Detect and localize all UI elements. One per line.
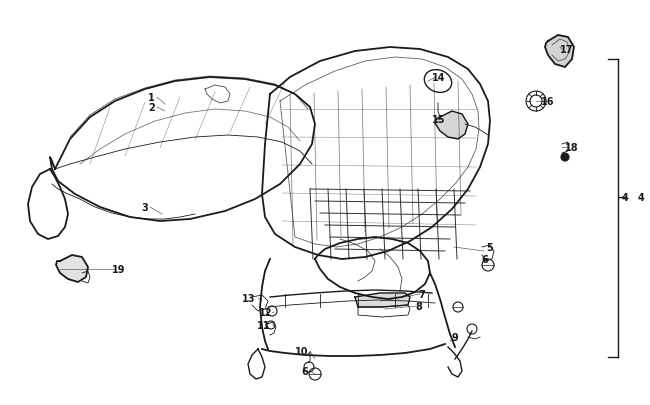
Text: 10: 10 (294, 346, 308, 356)
Circle shape (561, 153, 569, 162)
Polygon shape (545, 36, 574, 68)
Polygon shape (435, 112, 468, 140)
Polygon shape (355, 293, 410, 307)
Text: 2: 2 (148, 103, 155, 113)
Text: 15: 15 (432, 115, 445, 125)
Text: 6: 6 (301, 366, 308, 376)
Text: 5: 5 (486, 243, 493, 252)
Text: 6: 6 (481, 254, 488, 264)
Text: 3: 3 (141, 202, 148, 213)
Text: 7: 7 (418, 289, 424, 299)
Text: 13: 13 (242, 293, 255, 303)
Text: 19: 19 (112, 264, 125, 274)
Text: 18: 18 (565, 143, 578, 153)
Text: 17: 17 (560, 45, 573, 55)
Polygon shape (56, 256, 88, 282)
Text: 4: 4 (622, 192, 629, 202)
Text: 8: 8 (415, 301, 422, 311)
Text: 16: 16 (541, 97, 554, 107)
Text: 12: 12 (259, 307, 272, 317)
Text: 9: 9 (452, 332, 459, 342)
Text: 14: 14 (432, 73, 445, 83)
Text: 4: 4 (638, 192, 645, 202)
Text: 1: 1 (148, 93, 155, 103)
Text: 11: 11 (257, 320, 270, 330)
